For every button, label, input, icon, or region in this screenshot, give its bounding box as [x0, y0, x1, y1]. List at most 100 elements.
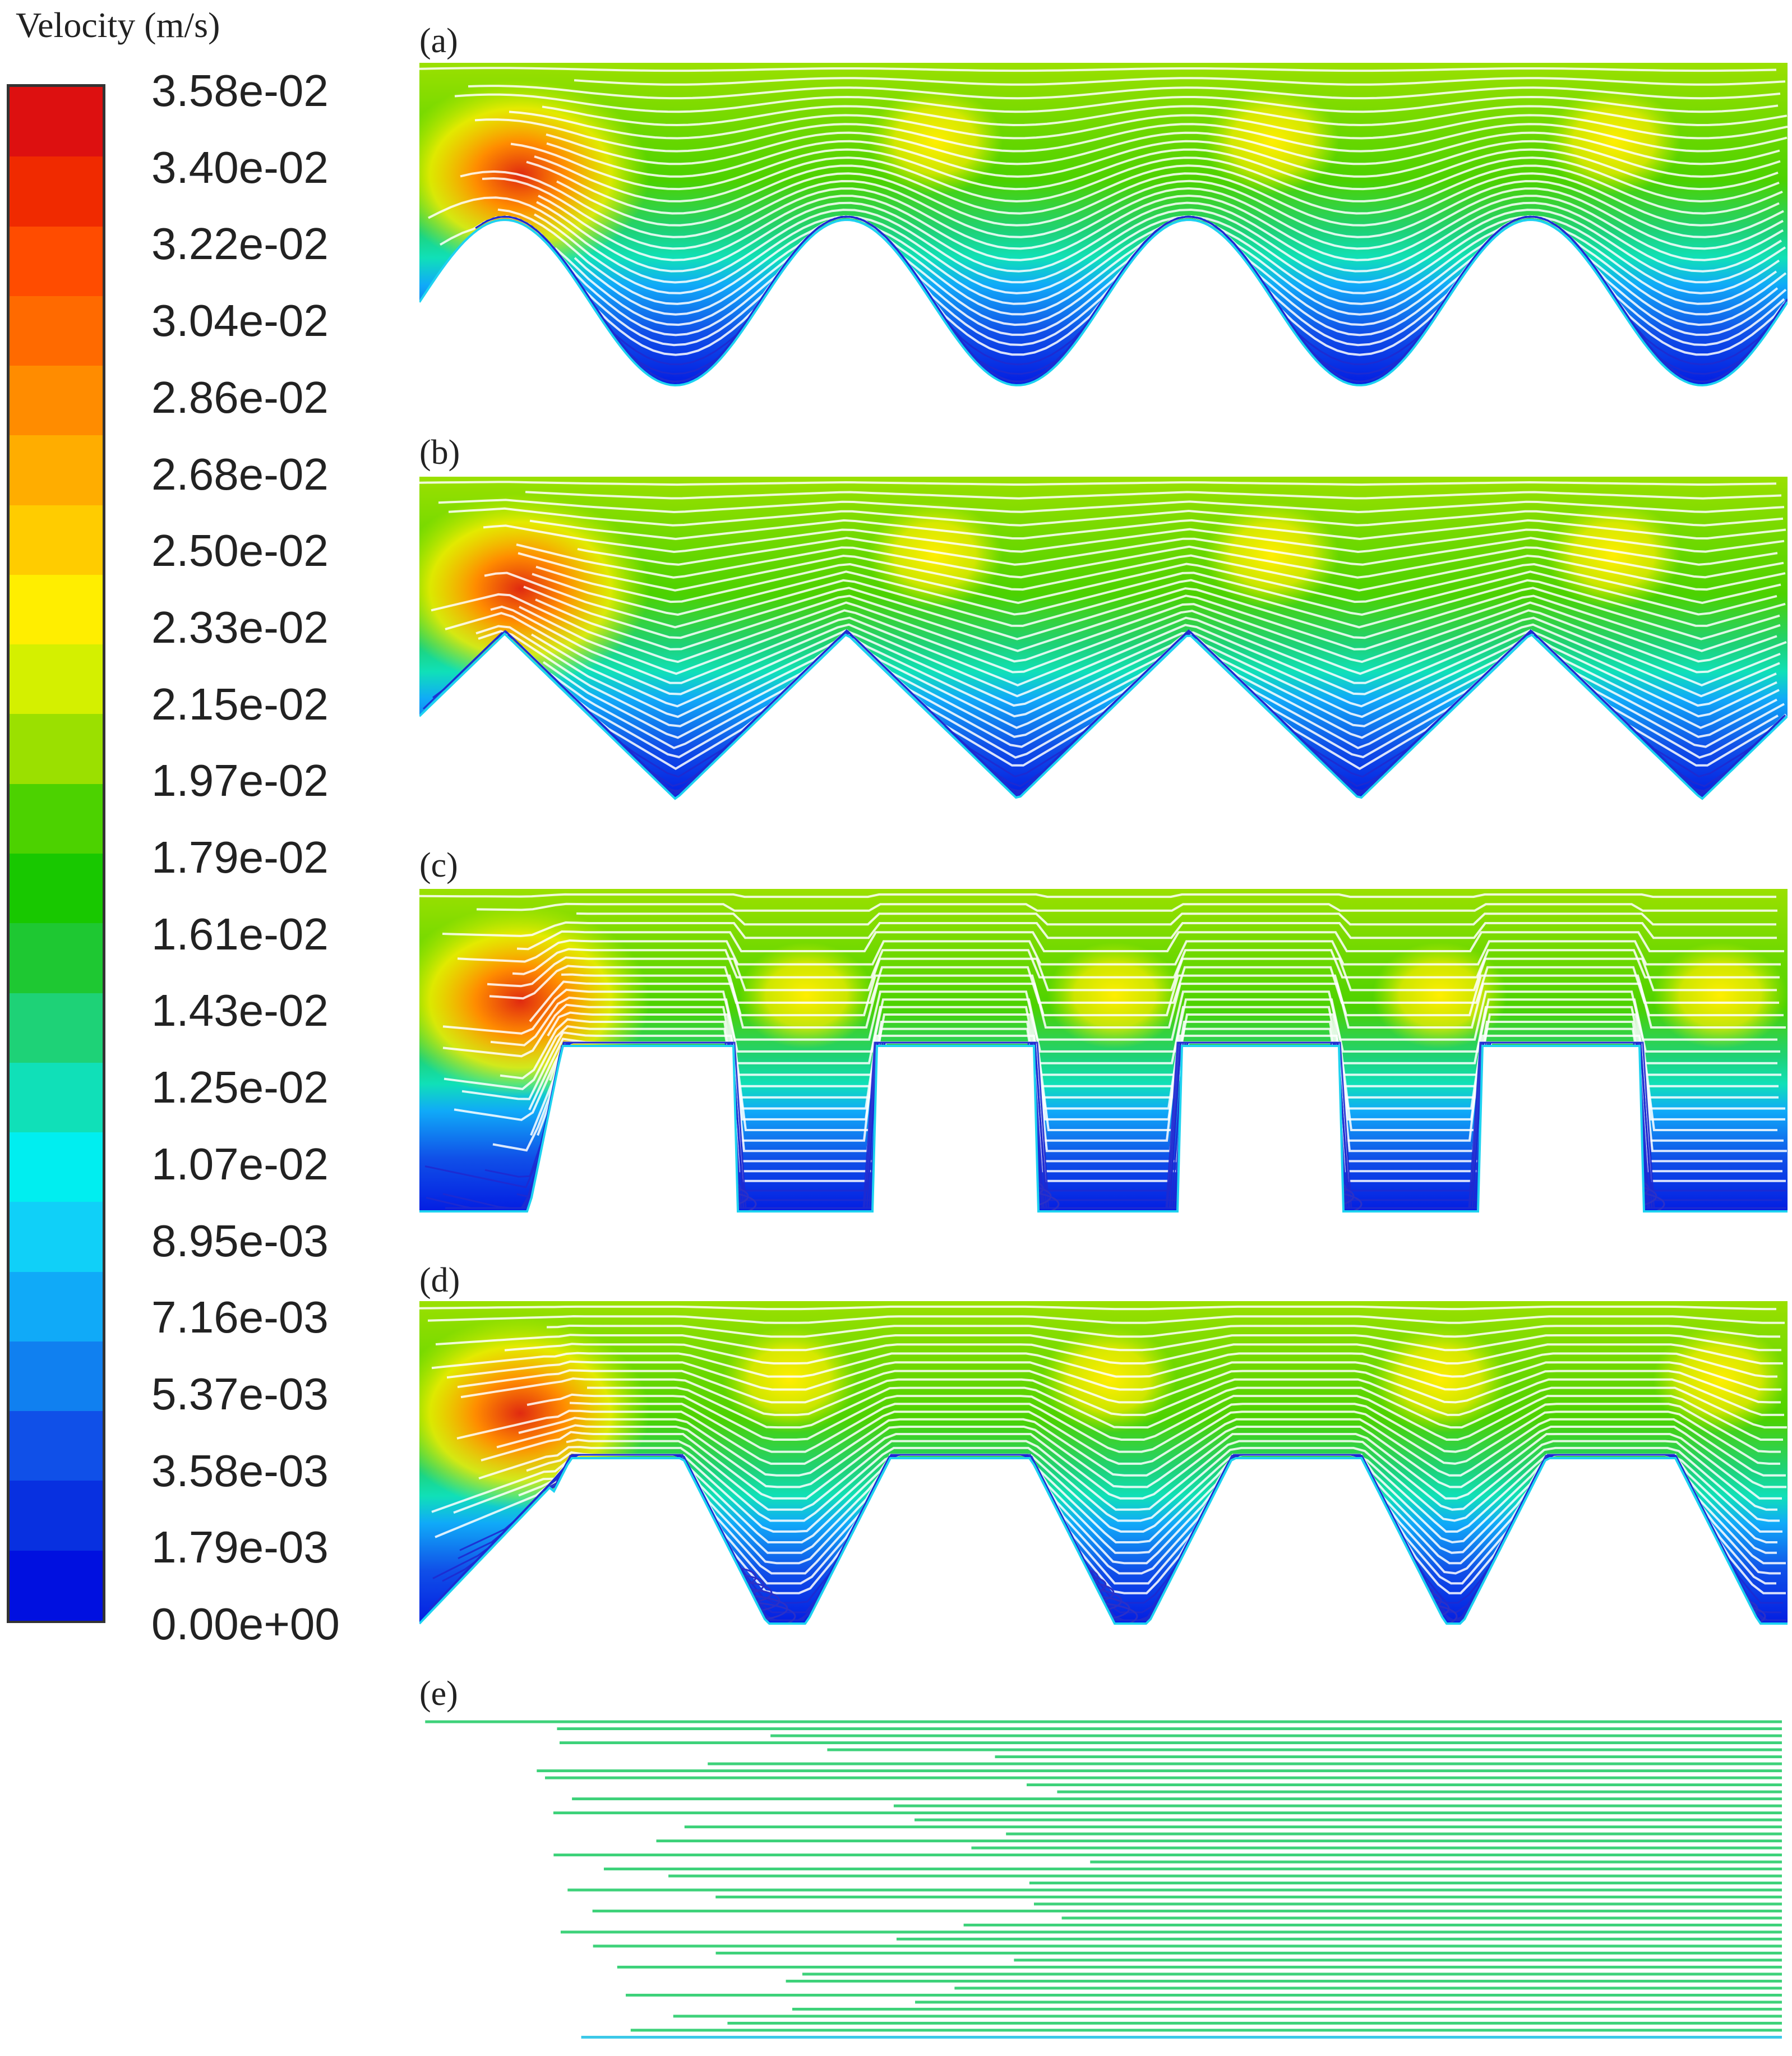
streamline: [428, 196, 1786, 284]
colorbar-swatch: [10, 226, 103, 297]
recirculation-loop: [671, 1155, 718, 1175]
streamline: [461, 1031, 1785, 1110]
panel-label-c: (c): [419, 846, 458, 884]
recirculation-loop: [855, 349, 949, 376]
colorbar-swatch: [10, 1341, 103, 1412]
colorbar-tick-label: 1.61e-02: [151, 909, 329, 959]
colorbar-swatch: [10, 87, 103, 158]
streamline: [534, 155, 1780, 203]
streamline: [419, 1305, 1776, 1311]
streamline: [500, 1018, 1779, 1087]
vortex-core: [1546, 502, 1681, 608]
recirculation-loop: [1656, 1587, 1751, 1614]
colorbar-tick-label: 1.25e-02: [151, 1062, 329, 1113]
streamline-set: [419, 1305, 1787, 1632]
streamline: [516, 930, 1784, 952]
recirculation-loop: [958, 1168, 1036, 1193]
recirculation-loop: [1672, 1574, 1735, 1596]
streamline: [529, 980, 1786, 1029]
recirculation-loop: [1197, 763, 1291, 790]
panel-label-a: (a): [419, 22, 458, 60]
colorbar-swatch: [10, 854, 103, 924]
recirculation-loop: [497, 362, 622, 394]
streamline: [419, 893, 1776, 898]
colorbar-tick-label: 2.33e-02: [151, 602, 329, 652]
recirculation-loop: [1181, 362, 1306, 394]
streamline: [536, 201, 1782, 273]
streamline: [518, 1417, 1786, 1477]
streamline: [510, 142, 1779, 191]
colorbar-tick-label: 2.50e-02: [151, 525, 329, 576]
recirculation-loop: [1641, 1601, 1766, 1632]
velocity-field: [419, 63, 1788, 399]
streamline: [481, 1431, 1782, 1500]
colorbar-tick-label: 5.37e-03: [151, 1368, 329, 1419]
streamline: [538, 194, 1784, 261]
recirculation-loop: [966, 1161, 1028, 1184]
recirculation-loop: [1664, 1580, 1743, 1605]
recirculation-loop: [520, 342, 599, 367]
panel-label-d: (d): [419, 1261, 460, 1299]
streamline: [490, 605, 1781, 686]
recirculation-loop: [1220, 329, 1267, 349]
streamline: [546, 131, 1780, 165]
recirculation-loop: [855, 763, 949, 790]
wall-surface: [419, 1457, 1788, 1625]
recirculation-loop: [1348, 1587, 1442, 1614]
contour-panel-c: [419, 889, 1788, 1225]
panel-label-e: (e): [419, 1675, 458, 1713]
colorbar-swatch: [10, 1271, 103, 1342]
colorbar-swatch: [10, 714, 103, 785]
recirculation-loop: [1189, 769, 1299, 799]
streamline: [561, 973, 1784, 1017]
colorbar-tick-label: 3.04e-02: [151, 296, 329, 346]
recirculation-loop: [536, 329, 583, 349]
recirculation-loop: [862, 342, 941, 367]
recirculation-loop: [1260, 1168, 1339, 1193]
recirculation-loop: [1680, 1567, 1727, 1587]
colorbar-swatch: [10, 783, 103, 854]
recirculation-loop: [1204, 756, 1283, 781]
vortex-core: [1042, 1326, 1176, 1433]
colorbar-tick-label: 3.58e-02: [151, 66, 329, 116]
contour-panel-d: [419, 1301, 1788, 1638]
streamline-panel-e: [419, 1716, 1788, 2053]
recirculation-loop: [1189, 356, 1299, 385]
colorbar-swatch: [10, 366, 103, 436]
vortex-core: [722, 1326, 857, 1433]
recirculation-loop: [1181, 776, 1306, 808]
streamline: [419, 67, 1777, 72]
colorbar-swatch: [10, 156, 103, 227]
recirculation-loop: [1648, 1594, 1758, 1623]
streamline: [512, 948, 1780, 979]
recirculation-loop: [520, 756, 599, 781]
streamline: [487, 956, 1777, 992]
colorbar-tick-label: 2.86e-02: [151, 372, 329, 422]
recirculation-loop: [1371, 1567, 1419, 1587]
vortex-core: [1204, 502, 1339, 608]
recirculation-loop: [1563, 1168, 1642, 1193]
recirculation-loop: [1356, 1580, 1434, 1605]
wall-surface: [419, 218, 1788, 387]
streamline: [476, 902, 1777, 912]
streamline: [576, 912, 1776, 926]
recirculation-loop: [512, 349, 607, 376]
recirculation-loop: [973, 1155, 1020, 1175]
recirculation-loop: [1555, 1175, 1650, 1202]
streamline: [556, 172, 1780, 227]
streamline: [444, 1025, 1779, 1099]
recirculation-loop: [655, 1168, 733, 1193]
recirculation-loop: [870, 335, 933, 358]
streamline: [525, 491, 1782, 500]
recirculation-loop: [1220, 743, 1267, 763]
streamline: [516, 543, 1784, 579]
streamline: [460, 1377, 1784, 1416]
streamline: [445, 612, 1780, 698]
recirculation-loop: [878, 743, 925, 763]
streamline: [490, 996, 1780, 1053]
streamline: [586, 1386, 1787, 1429]
streamline: [448, 507, 1784, 527]
streamline: [482, 177, 1784, 250]
recirculation-loop: [536, 743, 583, 763]
colorbar-swatch: [10, 644, 103, 715]
